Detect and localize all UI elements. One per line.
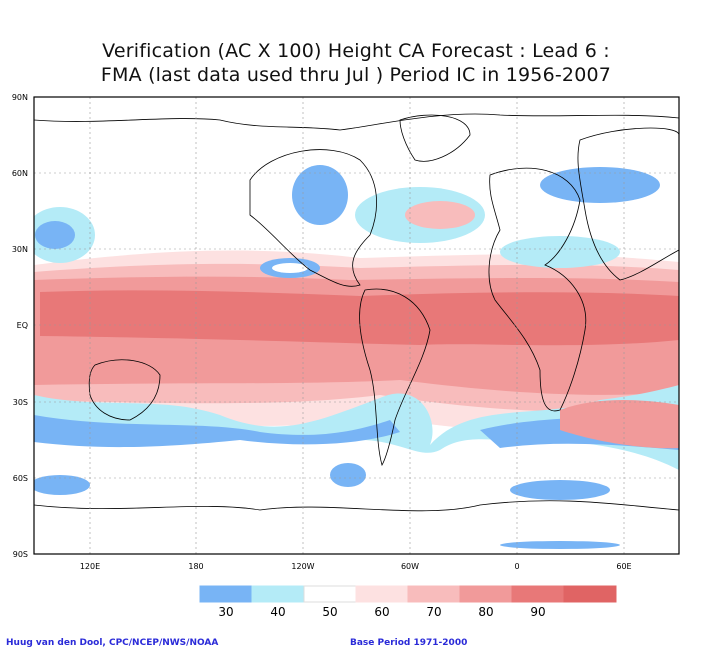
atlantic-north-core: [405, 201, 475, 229]
greenland-outline: [399, 114, 471, 162]
legend-label: 30: [218, 605, 233, 619]
south-america-outline: [359, 288, 431, 467]
lon-label-60w: 60W: [401, 562, 419, 571]
lat-label-60n: 60N: [12, 169, 28, 178]
pacific-north-patch-core: [35, 221, 75, 249]
south-blob-east: [510, 480, 610, 500]
legend-swatch: [407, 585, 461, 603]
lon-label-60e: 60E: [616, 562, 631, 571]
legend-label: 70: [426, 605, 441, 619]
lat-label-eq: EQ: [17, 321, 28, 330]
australia-outline: [88, 359, 161, 421]
north-pacific-ring-inner: [272, 263, 308, 273]
contour-fills: [34, 165, 679, 549]
color-legend: 30 40 50 60 70 80 90: [199, 585, 617, 619]
credit-text: Huug van den Dool, CPC/NCEP/NWS/NOAA: [6, 638, 219, 648]
europe-africa-outline: [488, 167, 587, 412]
north-america-outline: [249, 149, 377, 287]
legend-swatch: [355, 585, 409, 603]
antarctica-outline: [34, 500, 679, 512]
legend-label: 80: [478, 605, 493, 619]
graticule: [34, 97, 679, 554]
map-title-line-1: Verification (AC X 100) Height CA Foreca…: [102, 40, 610, 62]
north-coast: [34, 113, 679, 131]
asia-north-patch: [540, 167, 660, 203]
base-period-text: Base Period 1971-2000: [350, 638, 468, 648]
lat-label-30n: 30N: [12, 245, 28, 254]
north-america-patch: [292, 165, 348, 225]
plot-frame: [33, 96, 680, 555]
legend-swatch: [563, 585, 617, 603]
map-title-line-2: FMA (last data used thru Jul ) Period IC…: [100, 64, 612, 86]
legend-label: 40: [270, 605, 285, 619]
south-atlantic-high: [560, 400, 679, 449]
lat-label-30s: 30S: [13, 398, 28, 407]
legend-swatch: [511, 585, 565, 603]
legend-label: 60: [374, 605, 389, 619]
legend-swatch: [303, 585, 357, 603]
legend-swatch: [459, 585, 513, 603]
lat-label-90s: 90S: [13, 550, 28, 559]
legend-swatch: [199, 585, 253, 603]
legend-label: 90: [530, 605, 545, 619]
lat-label-60s: 60S: [13, 474, 28, 483]
lat-label-90n: 90N: [12, 93, 28, 102]
antarctic-blob: [500, 541, 620, 549]
lon-label-0: 0: [514, 562, 519, 571]
coastlines: [34, 113, 679, 512]
southern-band-40: [34, 385, 679, 470]
latitude-labels: 90N 60N 30N EQ 30S 60S 90S: [12, 93, 28, 559]
south-pacific-blob: [330, 463, 366, 487]
longitude-labels: 120E 180 120W 60W 0 60E: [80, 562, 632, 571]
lon-label-120w: 120W: [291, 562, 314, 571]
lon-label-120e: 120E: [80, 562, 100, 571]
legend-label: 50: [322, 605, 337, 619]
lon-label-180: 180: [188, 562, 203, 571]
south-blob-west: [34, 475, 90, 495]
atlantic-30n-patch: [500, 236, 620, 268]
asia-outline: [577, 127, 679, 281]
southern-band-30: [34, 415, 400, 448]
legend-swatch: [251, 585, 305, 603]
